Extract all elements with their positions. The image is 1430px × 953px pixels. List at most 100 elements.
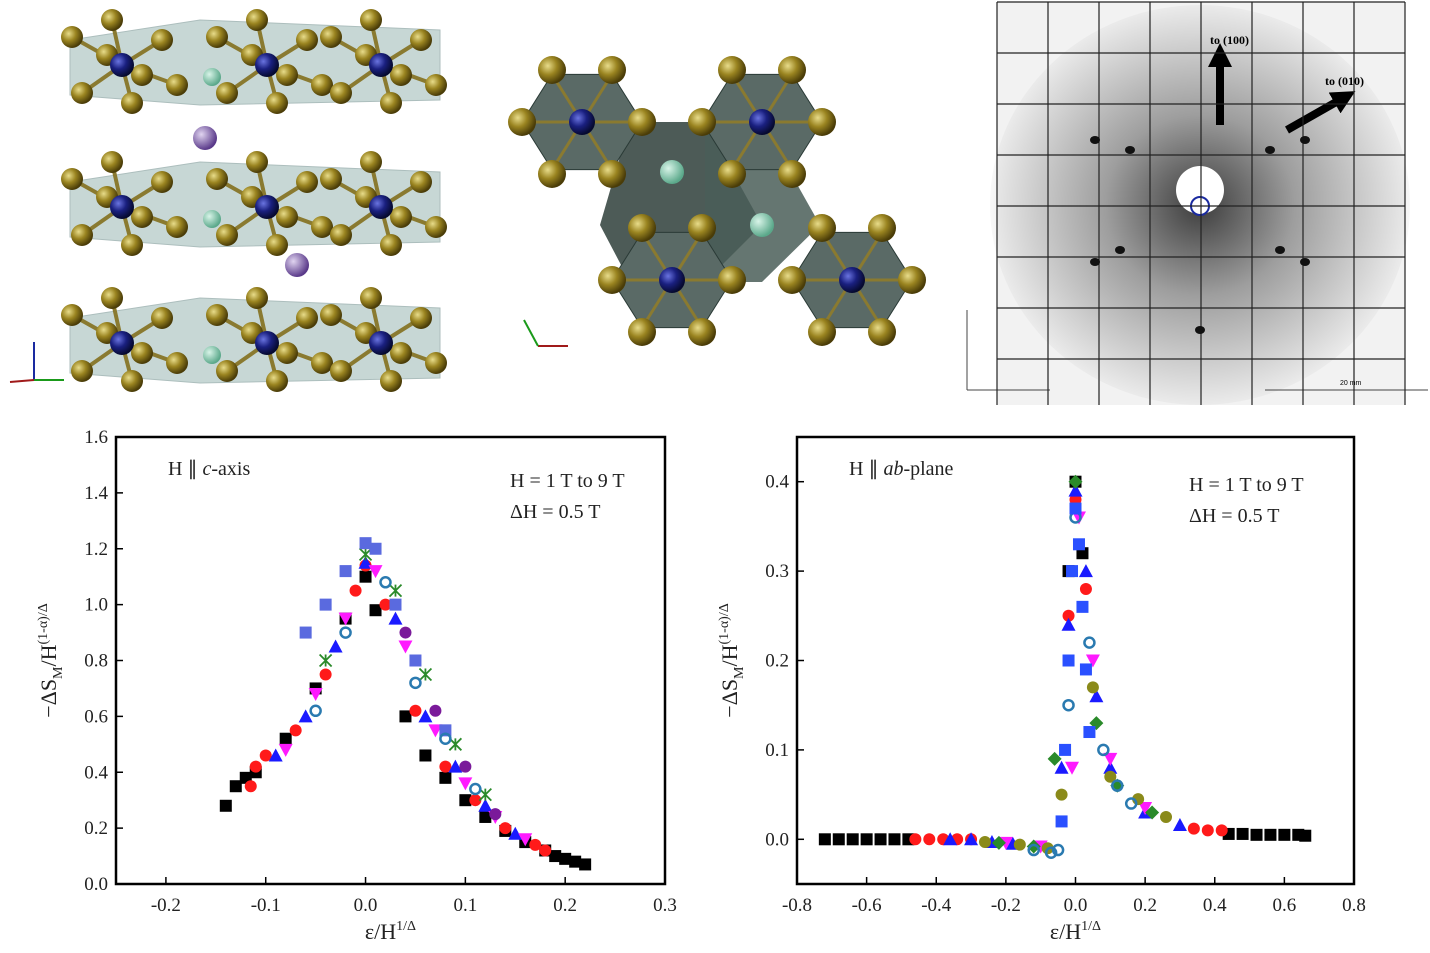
atom <box>296 171 318 193</box>
atom <box>569 109 595 135</box>
marker <box>569 855 582 868</box>
label-part: -axis <box>211 458 250 480</box>
marker <box>359 570 372 583</box>
atom <box>320 168 342 190</box>
laue-spot <box>1195 326 1205 334</box>
laue-spot <box>1300 258 1310 266</box>
atom <box>808 214 836 242</box>
atom <box>246 9 268 31</box>
y-tick-label: 0.0 <box>84 874 108 895</box>
atom <box>688 214 716 242</box>
atom <box>778 266 806 294</box>
marker <box>328 639 343 653</box>
marker <box>1055 815 1068 828</box>
atom <box>749 109 775 135</box>
laue-spot <box>1265 146 1275 154</box>
marker <box>1278 828 1291 841</box>
marker <box>478 798 493 812</box>
atom <box>193 126 217 150</box>
marker <box>559 852 572 865</box>
atom <box>71 360 93 382</box>
marker <box>298 709 313 723</box>
marker <box>1111 779 1124 792</box>
atom <box>425 74 447 96</box>
y-tick-label: 0.4 <box>765 472 789 493</box>
marker <box>299 626 312 639</box>
marker <box>1027 843 1040 857</box>
marker <box>508 826 523 840</box>
atom <box>360 151 382 173</box>
x-tick-label: 0.8 <box>1342 895 1366 916</box>
marker <box>832 833 845 846</box>
atom <box>330 360 352 382</box>
atom <box>380 370 402 392</box>
marker <box>379 576 392 589</box>
x-tick-label: -0.6 <box>852 895 882 916</box>
marker <box>1086 681 1099 694</box>
axis-indicator <box>9 379 35 383</box>
atom <box>369 331 393 355</box>
marker <box>409 676 422 690</box>
label: ε/H1/Δ <box>1050 919 1101 944</box>
label-part: M <box>732 666 747 679</box>
marker <box>229 780 242 793</box>
x-tick-label: -0.4 <box>921 895 952 916</box>
x-tick-label: 0.4 <box>1203 895 1227 916</box>
atom <box>101 9 123 31</box>
marker <box>1066 565 1079 578</box>
atom <box>61 26 83 48</box>
label-part: −ΔS <box>36 679 61 718</box>
marker <box>479 810 492 823</box>
atom <box>598 160 626 188</box>
label-part: H ∥ <box>168 458 202 480</box>
atom <box>360 9 382 31</box>
atom <box>425 352 447 374</box>
crystal-structure <box>9 9 447 392</box>
marker <box>1044 846 1058 859</box>
atom <box>778 160 806 188</box>
marker <box>289 724 302 737</box>
atom <box>425 216 447 238</box>
marker <box>1047 751 1062 766</box>
marker <box>418 667 433 682</box>
atom <box>255 195 279 219</box>
x-tick-label: 0.2 <box>1133 895 1157 916</box>
label-part: ε/H <box>1050 919 1081 944</box>
marker <box>991 835 1006 850</box>
marker <box>409 704 422 717</box>
atom <box>718 160 746 188</box>
marker <box>398 640 413 654</box>
atom <box>110 53 134 77</box>
atom <box>778 56 806 84</box>
atom <box>360 287 382 309</box>
atom <box>659 267 685 293</box>
marker <box>943 832 958 846</box>
atom <box>110 331 134 355</box>
atom <box>166 352 188 374</box>
atom <box>206 168 228 190</box>
marker <box>1103 752 1118 766</box>
marker <box>888 833 901 846</box>
marker <box>319 668 332 681</box>
atom <box>216 82 238 104</box>
marker <box>379 598 392 611</box>
arrow-label: to (100) <box>1210 33 1249 47</box>
marker <box>319 598 332 611</box>
atom <box>166 74 188 96</box>
y-tick-label: 0.1 <box>765 740 789 761</box>
marker <box>1051 843 1065 857</box>
atom <box>380 92 402 114</box>
atom <box>369 53 393 77</box>
label-part: 1/Δ <box>1081 919 1101 934</box>
x-tick-label: 0.6 <box>1273 895 1297 916</box>
laue-spot <box>1090 258 1100 266</box>
laue-spot <box>1300 136 1310 144</box>
atom <box>131 206 153 228</box>
y-tick-label: 0.8 <box>84 651 108 672</box>
marker <box>219 799 232 812</box>
arrow <box>1285 91 1356 134</box>
marker <box>368 565 383 579</box>
annotation: ΔH = 0.5 T <box>510 501 600 523</box>
marker <box>439 760 452 773</box>
atom <box>718 56 746 84</box>
